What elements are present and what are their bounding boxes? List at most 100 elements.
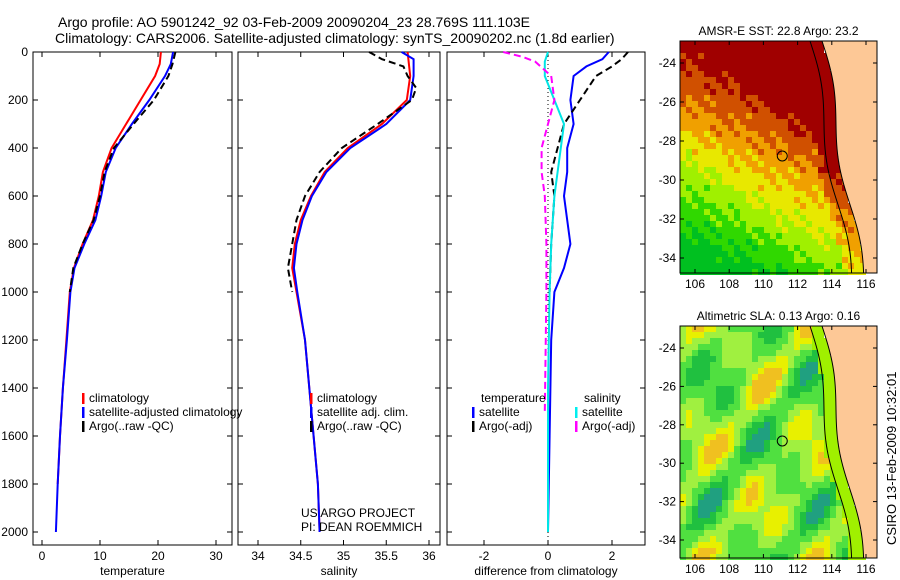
land-coastline <box>821 40 878 274</box>
map-cell <box>686 482 692 488</box>
map-cell <box>806 326 812 332</box>
map-cell <box>740 221 746 227</box>
map-cell <box>698 368 704 374</box>
map-cell <box>704 125 710 131</box>
map-cell <box>782 422 788 428</box>
map-cell <box>770 542 776 548</box>
map-cell <box>818 53 824 59</box>
map-cell <box>818 458 824 464</box>
map-cell <box>842 518 848 524</box>
map-cell <box>830 398 836 404</box>
map-cell <box>692 416 698 422</box>
map-cell <box>800 398 806 404</box>
map-cell <box>764 500 770 506</box>
map-cell <box>758 506 764 512</box>
map-cell <box>740 119 746 125</box>
map-cell <box>824 500 830 506</box>
map-cell <box>806 404 812 410</box>
map-cell <box>824 524 830 530</box>
map-cell <box>776 221 782 227</box>
map-cell <box>740 47 746 53</box>
map-cell <box>818 233 824 239</box>
map-cell <box>716 362 722 368</box>
map-cell <box>722 446 728 452</box>
map-cell <box>842 245 848 251</box>
map-cell <box>704 440 710 446</box>
map-cell <box>716 179 722 185</box>
map-cell <box>710 416 716 422</box>
map-cell <box>794 161 800 167</box>
map-cell <box>704 137 710 143</box>
map-cell <box>752 185 758 191</box>
map-cell <box>692 458 698 464</box>
map-cell <box>704 380 710 386</box>
map-cell <box>716 77 722 83</box>
map-cell <box>716 434 722 440</box>
map-cell <box>824 350 830 356</box>
map-cell <box>764 470 770 476</box>
map-cell <box>764 374 770 380</box>
map-cell <box>710 488 716 494</box>
map-cell <box>746 83 752 89</box>
map-cell <box>746 350 752 356</box>
map-cell <box>752 512 758 518</box>
map-cell <box>692 89 698 95</box>
map-cell <box>710 554 716 560</box>
map-cell <box>758 374 764 380</box>
map-cell <box>836 167 842 173</box>
map-cell <box>704 89 710 95</box>
map-cell <box>824 239 830 245</box>
map-cell <box>692 524 698 530</box>
x-tick-label: 106 <box>685 562 705 576</box>
map-cell <box>704 41 710 47</box>
map-cell <box>812 221 818 227</box>
map-cell <box>734 464 740 470</box>
map-cell <box>710 434 716 440</box>
map-cell <box>698 326 704 332</box>
map-cell <box>776 452 782 458</box>
map-cell <box>788 518 794 524</box>
map-cell <box>710 179 716 185</box>
map-cell <box>746 356 752 362</box>
map-cell <box>698 143 704 149</box>
map-cell <box>824 263 830 269</box>
map-cell <box>704 404 710 410</box>
map-cell <box>800 239 806 245</box>
map-cell <box>704 482 710 488</box>
map-cell <box>698 494 704 500</box>
map-cell <box>812 203 818 209</box>
map-cell <box>764 548 770 554</box>
map-cell <box>812 149 818 155</box>
map-cell <box>830 221 836 227</box>
map-cell <box>776 518 782 524</box>
map-cell <box>746 326 752 332</box>
map-cell <box>788 368 794 374</box>
map-cell <box>716 263 722 269</box>
map-cell <box>824 470 830 476</box>
map-cell <box>764 203 770 209</box>
map-cell <box>704 524 710 530</box>
map-cell <box>794 518 800 524</box>
map-cell <box>794 185 800 191</box>
x-axis-label: difference from climatology <box>474 564 617 578</box>
legend-label: satellite adj. clim. <box>317 405 408 419</box>
map-cell <box>692 488 698 494</box>
map-cell <box>752 338 758 344</box>
map-cell <box>722 221 728 227</box>
map-cell <box>758 233 764 239</box>
map-cell <box>740 239 746 245</box>
map-cell <box>734 476 740 482</box>
map-cell <box>734 89 740 95</box>
legend-title-salinity: salinity <box>584 391 621 405</box>
map-cell <box>734 356 740 362</box>
map-cell <box>770 113 776 119</box>
map-cell <box>782 107 788 113</box>
x-tick-label: 114 <box>822 277 841 291</box>
map-cell <box>812 83 818 89</box>
map-cell <box>794 155 800 161</box>
map-cell <box>758 548 764 554</box>
map-cell <box>800 422 806 428</box>
map-cell <box>752 245 758 251</box>
map-cell <box>794 416 800 422</box>
map-cell <box>830 500 836 506</box>
